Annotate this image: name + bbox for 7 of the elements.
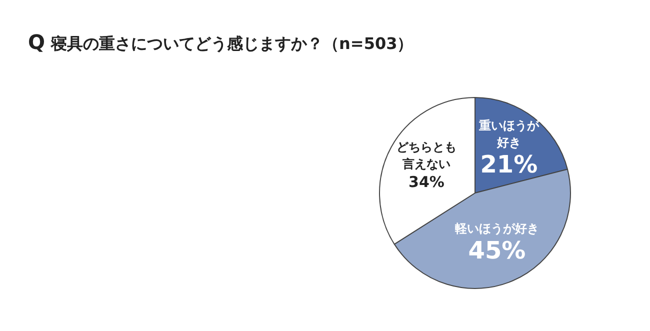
data-label: 34%	[408, 173, 444, 192]
slice-label: 軽いほうが好き	[454, 221, 539, 236]
slice-label: 重いほうが好き	[478, 118, 540, 150]
slice-label: どちらとも言えない	[396, 140, 456, 171]
chart-title: Q 寝具の重さについてどう感じますか？（n=503）	[28, 30, 414, 54]
data-label: 21%	[480, 150, 538, 178]
data-label: 45%	[468, 236, 526, 265]
